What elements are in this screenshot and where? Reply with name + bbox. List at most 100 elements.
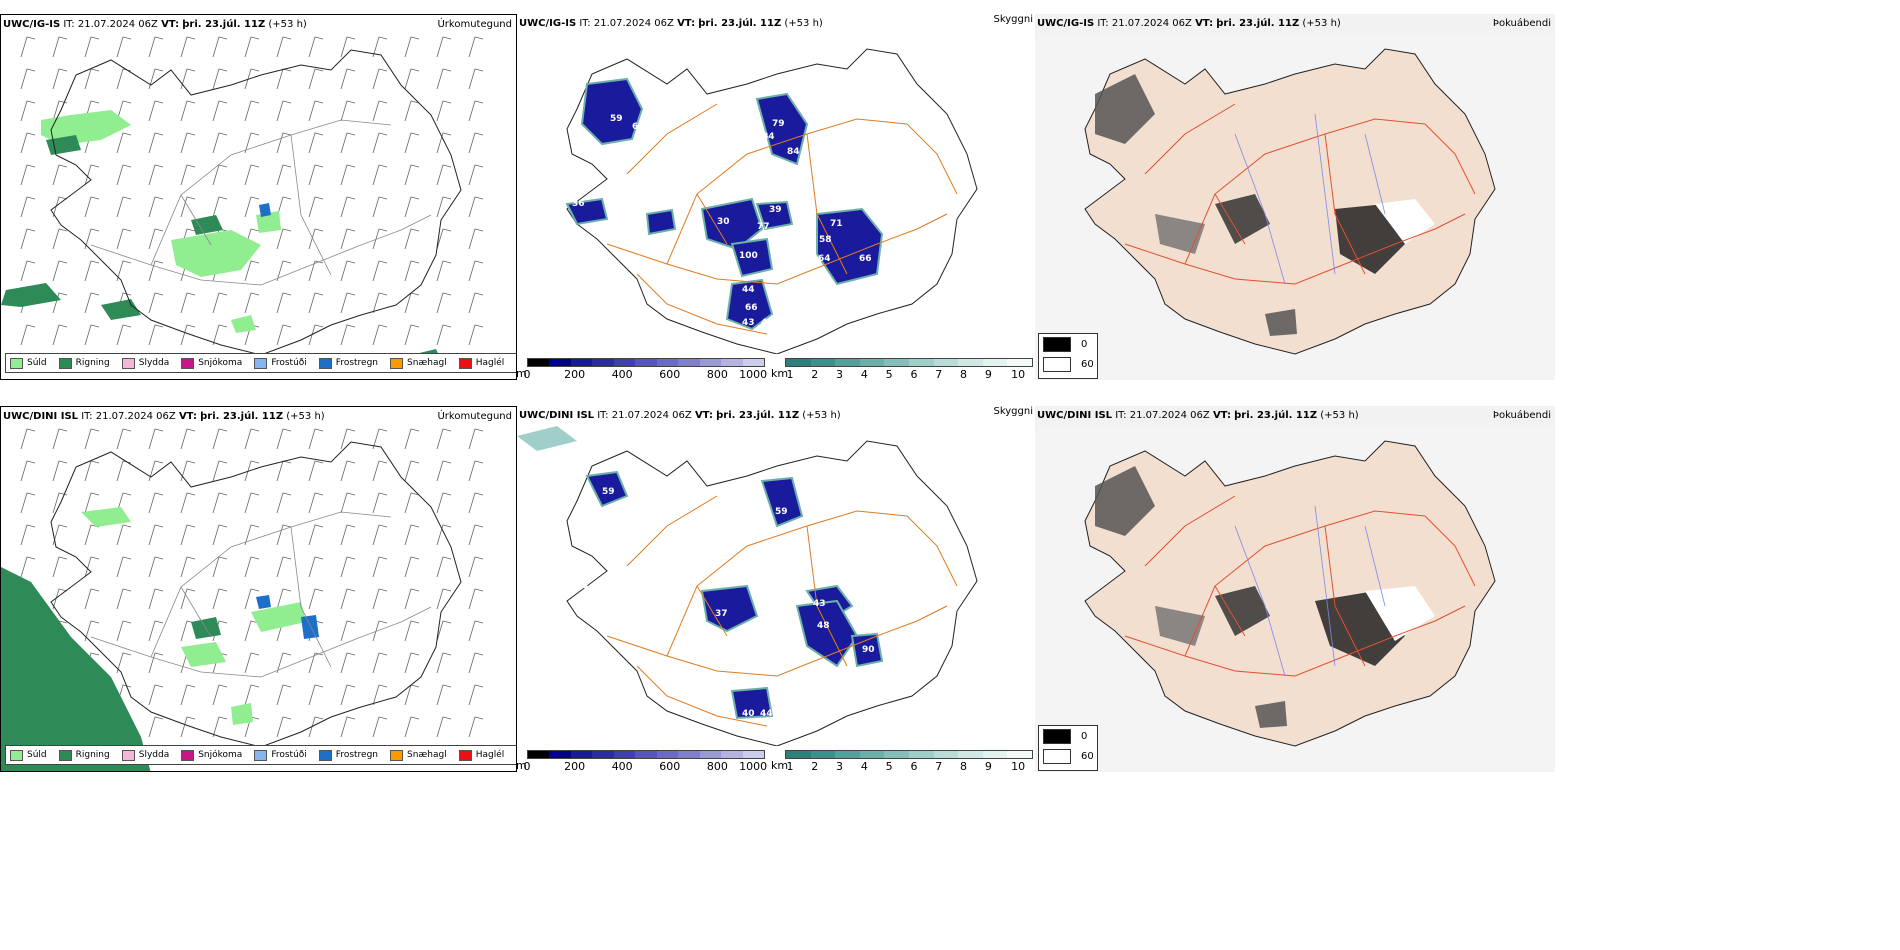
cloud-label: 77 (757, 222, 770, 232)
panel-name: Úrkomutegund (437, 411, 512, 422)
roads (1124, 495, 1476, 677)
precip-areas (1, 507, 319, 771)
iceland-map: 59 59 36 37 39 43 48 90 74 44 40 44 (517, 426, 978, 746)
colorbar-unit: km (771, 367, 789, 380)
legend-item: Haglél (458, 749, 504, 761)
coastline (50, 441, 462, 748)
cloud-label: 66 (745, 303, 758, 313)
cloud-label: 79 (652, 192, 665, 202)
legend-item: Rigning (58, 749, 110, 761)
iceland-map: 59 60 12 54 79 84 84 36 79 30 39 77 21 7… (565, 48, 978, 354)
visibility-colorbar: km 1 2 3 4 5 6 7 8 9 10 (771, 750, 1033, 772)
panel-title: UWC/DINI ISL IT: 21.07.2024 06Z VT: þri.… (519, 410, 841, 421)
precip-type-panel-bottom: UWC/DINI ISL IT: 21.07.2024 06Z VT: þri.… (0, 406, 517, 772)
cloud-label: 36 (572, 199, 585, 209)
cloud-base-colorbar: m 0 200 400 600 800 1000 (517, 358, 767, 380)
cloud-labels: 59 60 12 54 79 84 84 36 79 30 39 77 21 7… (572, 72, 872, 328)
cloud-label: 59 (602, 487, 615, 497)
cloud-label: 54 (637, 72, 650, 82)
legend-item: Frostúði (254, 749, 307, 761)
precip-type-panel-top: UWC/IG-IS IT: 21.07.2024 06Z VT: þri. 23… (0, 14, 517, 380)
coastline (50, 49, 462, 356)
cloud-label: 12 (651, 122, 664, 132)
cloud-label: 66 (859, 254, 872, 264)
cloud-label: 64 (818, 254, 831, 264)
panel-title: UWC/DINI ISL IT: 21.07.2024 06Z VT: þri.… (1037, 410, 1359, 421)
legend-item: Haglél (458, 357, 504, 369)
legend-item: Frostúði (254, 357, 307, 369)
island-fill (1084, 440, 1496, 747)
cloud-label: 74 (857, 569, 870, 579)
cloud-label: 21 (800, 217, 813, 227)
iceland-map (1, 36, 484, 365)
cloud-label: 58 (819, 235, 832, 245)
cloud-label: 37 (715, 609, 728, 619)
iceland-map (1035, 34, 1555, 380)
roads (606, 495, 958, 727)
cloud-base-areas (565, 77, 884, 331)
island-fill (1084, 48, 1496, 355)
legend-item: Súld (10, 357, 47, 369)
panel-title: UWC/IG-IS IT: 21.07.2024 06Z VT: þri. 23… (519, 18, 823, 29)
cloud-label: 79 (772, 119, 785, 129)
legend-item: Frostregn (318, 357, 378, 369)
visibility-colorbar: km 1 2 3 4 5 6 7 8 9 10 (771, 358, 1033, 380)
fog-panel-bottom: UWC/DINI ISL IT: 21.07.2024 06Z VT: þri.… (1035, 406, 1555, 772)
cloud-label: 44 (742, 285, 755, 295)
wind-barbs (20, 36, 484, 346)
legend-item: Súld (10, 749, 47, 761)
rivers (1234, 113, 1386, 285)
roads (1124, 103, 1476, 285)
roads (90, 119, 432, 286)
cloud-label: 90 (862, 645, 875, 655)
cloud-label: 43 (813, 599, 826, 609)
legend-item: Slydda (121, 357, 169, 369)
cloud-label: 59 (610, 114, 623, 124)
cloud-label: 60 (632, 122, 645, 132)
colorbar-unit: km (771, 759, 789, 772)
legend-item: Snæhagl (390, 357, 447, 369)
cloud-base-colorbar: m 0 200 400 600 800 1000 (517, 750, 767, 772)
cloud-label: 59 (775, 507, 788, 517)
cloud-label: 71 (830, 219, 843, 229)
panel-title: UWC/DINI ISL IT: 21.07.2024 06Z VT: þri.… (3, 411, 325, 422)
cloud-label: 44 (760, 709, 773, 719)
cloud-label: 44 (742, 675, 755, 685)
cloud-label: 48 (817, 621, 830, 631)
legend-item: Rigning (58, 357, 110, 369)
wind-barbs (20, 428, 484, 738)
panel-name: Skyggni (993, 406, 1033, 417)
cloud-label: 43 (742, 318, 755, 328)
rivers (1234, 505, 1386, 677)
cloud-label: 36 (582, 584, 595, 594)
legend-item: Frostregn (318, 749, 378, 761)
fog-legend: 0 60 (1038, 333, 1098, 379)
cloud-labels: 59 59 36 37 39 43 48 90 74 44 40 44 (582, 487, 875, 719)
precip-type-legend: Súld Rigning Slydda Snjókoma Frostúði Fr… (5, 353, 516, 373)
colorbar-unit: m (517, 367, 527, 380)
cloud-label: 84 (787, 147, 800, 157)
cloud-label: 40 (742, 709, 755, 719)
cloud-label: 39 (769, 595, 782, 605)
visibility-panel-bottom: UWC/DINI ISL IT: 21.07.2024 06Z VT: þri.… (517, 406, 1035, 772)
cloud-label: 39 (769, 205, 782, 215)
panel-name: Þokuábendi (1492, 410, 1551, 421)
cloud-label: 100 (739, 251, 758, 261)
legend-item: Snæhagl (390, 749, 447, 761)
island-fill (566, 440, 978, 746)
iceland-map (1035, 426, 1555, 772)
legend-item: Slydda (121, 749, 169, 761)
panel-name: Þokuábendi (1492, 18, 1551, 29)
cloud-label: 43 (761, 318, 774, 328)
panel-name: Úrkomutegund (437, 19, 512, 30)
legend-item: Snjókoma (181, 357, 242, 369)
island-fill (566, 48, 978, 354)
roads (90, 511, 432, 678)
fog-areas (1095, 74, 1405, 336)
panel-name: Skyggni (993, 14, 1033, 25)
cloud-label: 84 (762, 132, 775, 142)
fog-legend: 0 60 (1038, 725, 1098, 771)
legend-item: Snjókoma (181, 749, 242, 761)
panel-title: UWC/IG-IS IT: 21.07.2024 06Z VT: þri. 23… (1037, 18, 1341, 29)
fog-panel-top: UWC/IG-IS IT: 21.07.2024 06Z VT: þri. 23… (1035, 14, 1555, 380)
